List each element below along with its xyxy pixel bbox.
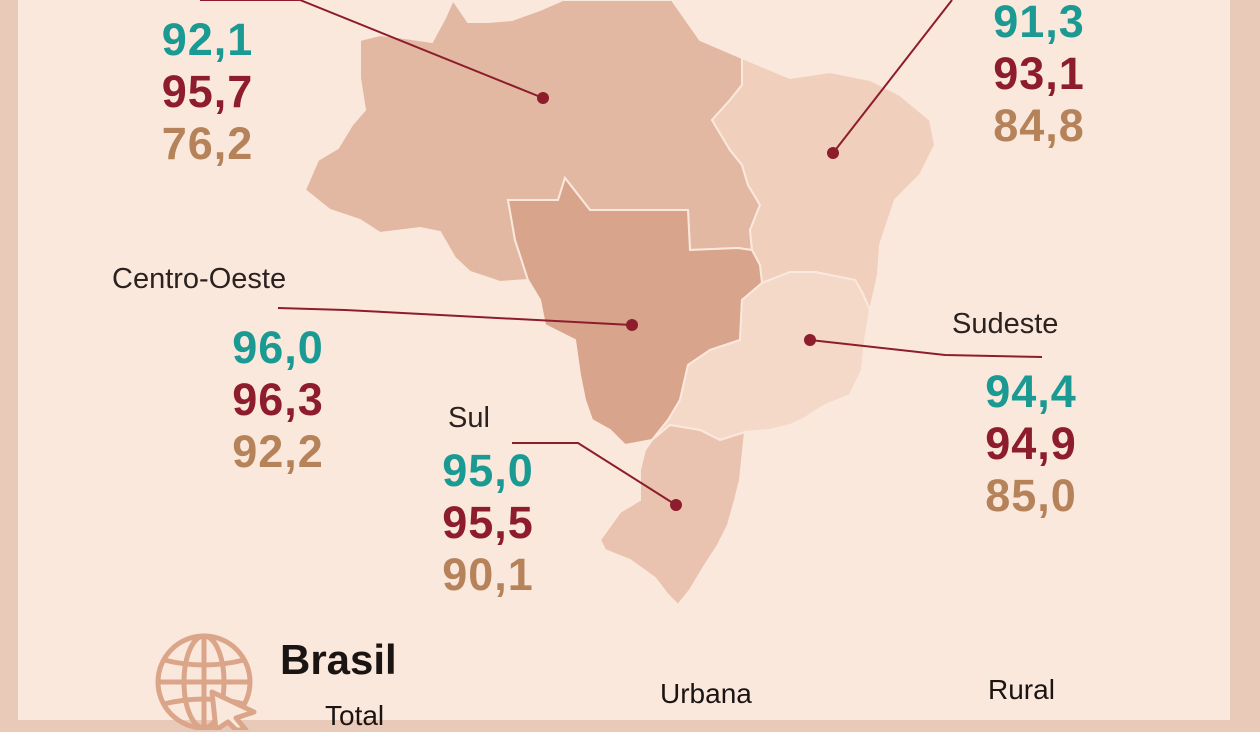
centro-oeste-rural-value: 92,2 — [222, 426, 334, 478]
centro-oeste-urbana-value: 96,3 — [222, 374, 334, 426]
sudeste-values: 94,4 94,9 85,0 — [975, 366, 1087, 522]
sudeste-total-value: 94,4 — [975, 366, 1087, 418]
brasil-rural-label: Rural — [988, 674, 1055, 706]
brasil-urbana-label: Urbana — [660, 678, 752, 710]
sul-marker — [670, 499, 682, 511]
region-sul-shape — [600, 425, 745, 605]
nordeste-marker — [827, 147, 839, 159]
nordeste-urbana-value: 93,1 — [983, 48, 1095, 100]
nordeste-values: 91,3 93,1 84,8 — [983, 0, 1095, 152]
centro-oeste-marker — [626, 319, 638, 331]
norte-urbana-value: 95,7 — [150, 66, 265, 118]
globe-cursor-icon — [150, 630, 262, 730]
nordeste-total-value: 91,3 — [983, 0, 1095, 48]
sul-total-value: 95,0 — [432, 445, 544, 497]
nordeste-rural-value: 84,8 — [983, 100, 1095, 152]
sul-label: Sul — [448, 402, 490, 435]
sudeste-label: Sudeste — [952, 308, 1058, 341]
norte-total-value: 92,1 — [150, 14, 265, 66]
norte-marker — [537, 92, 549, 104]
centro-oeste-total-value: 96,0 — [222, 322, 334, 374]
norte-values: 92,1 95,7 76,2 — [150, 14, 265, 170]
sul-urbana-value: 95,5 — [432, 497, 544, 549]
norte-rural-value: 76,2 — [150, 118, 265, 170]
brasil-total-label: Total — [325, 700, 384, 732]
sudeste-marker — [804, 334, 816, 346]
sul-values: 95,0 95,5 90,1 — [432, 445, 544, 601]
sul-rural-value: 90,1 — [432, 549, 544, 601]
centro-oeste-label: Centro-Oeste — [112, 263, 286, 296]
sudeste-rural-value: 85,0 — [975, 470, 1087, 522]
sudeste-urbana-value: 94,9 — [975, 418, 1087, 470]
centro-oeste-values: 96,0 96,3 92,2 — [222, 322, 334, 478]
brasil-title: Brasil — [280, 636, 397, 684]
